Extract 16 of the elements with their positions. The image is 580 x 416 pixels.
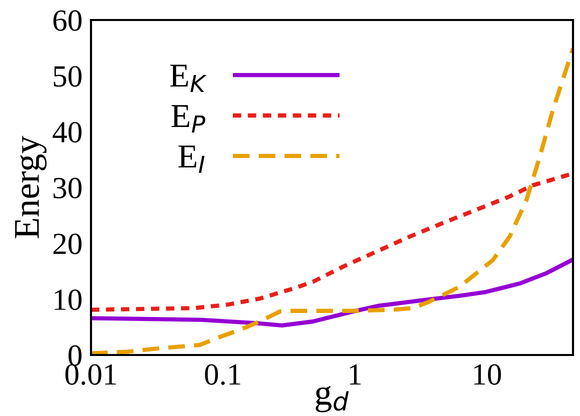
- y-axis-title: Energy: [15, 136, 47, 238]
- x-axis-title: g$_{d}$: [316, 386, 349, 412]
- x-tick-label: 10: [474, 364, 501, 385]
- x-tick-label: 1: [350, 364, 361, 385]
- x-tick-label: 0.1: [205, 364, 240, 385]
- legend-label: E$_{I}$: [178, 146, 204, 173]
- y-tick-label: 30: [54, 178, 82, 198]
- y-tick-label: 20: [53, 234, 82, 254]
- y-tick-label: 10: [54, 289, 82, 310]
- x-tick-label: 0.01: [65, 364, 116, 385]
- y-tick-label: 40: [52, 122, 82, 143]
- legend-label: E$_{P}$: [171, 105, 206, 132]
- y-tick-label: 50: [54, 66, 82, 87]
- legend-label: E$_{K}$: [170, 64, 207, 92]
- y-tick-label: 60: [53, 10, 82, 31]
- y-tick-label: 0: [68, 345, 82, 366]
